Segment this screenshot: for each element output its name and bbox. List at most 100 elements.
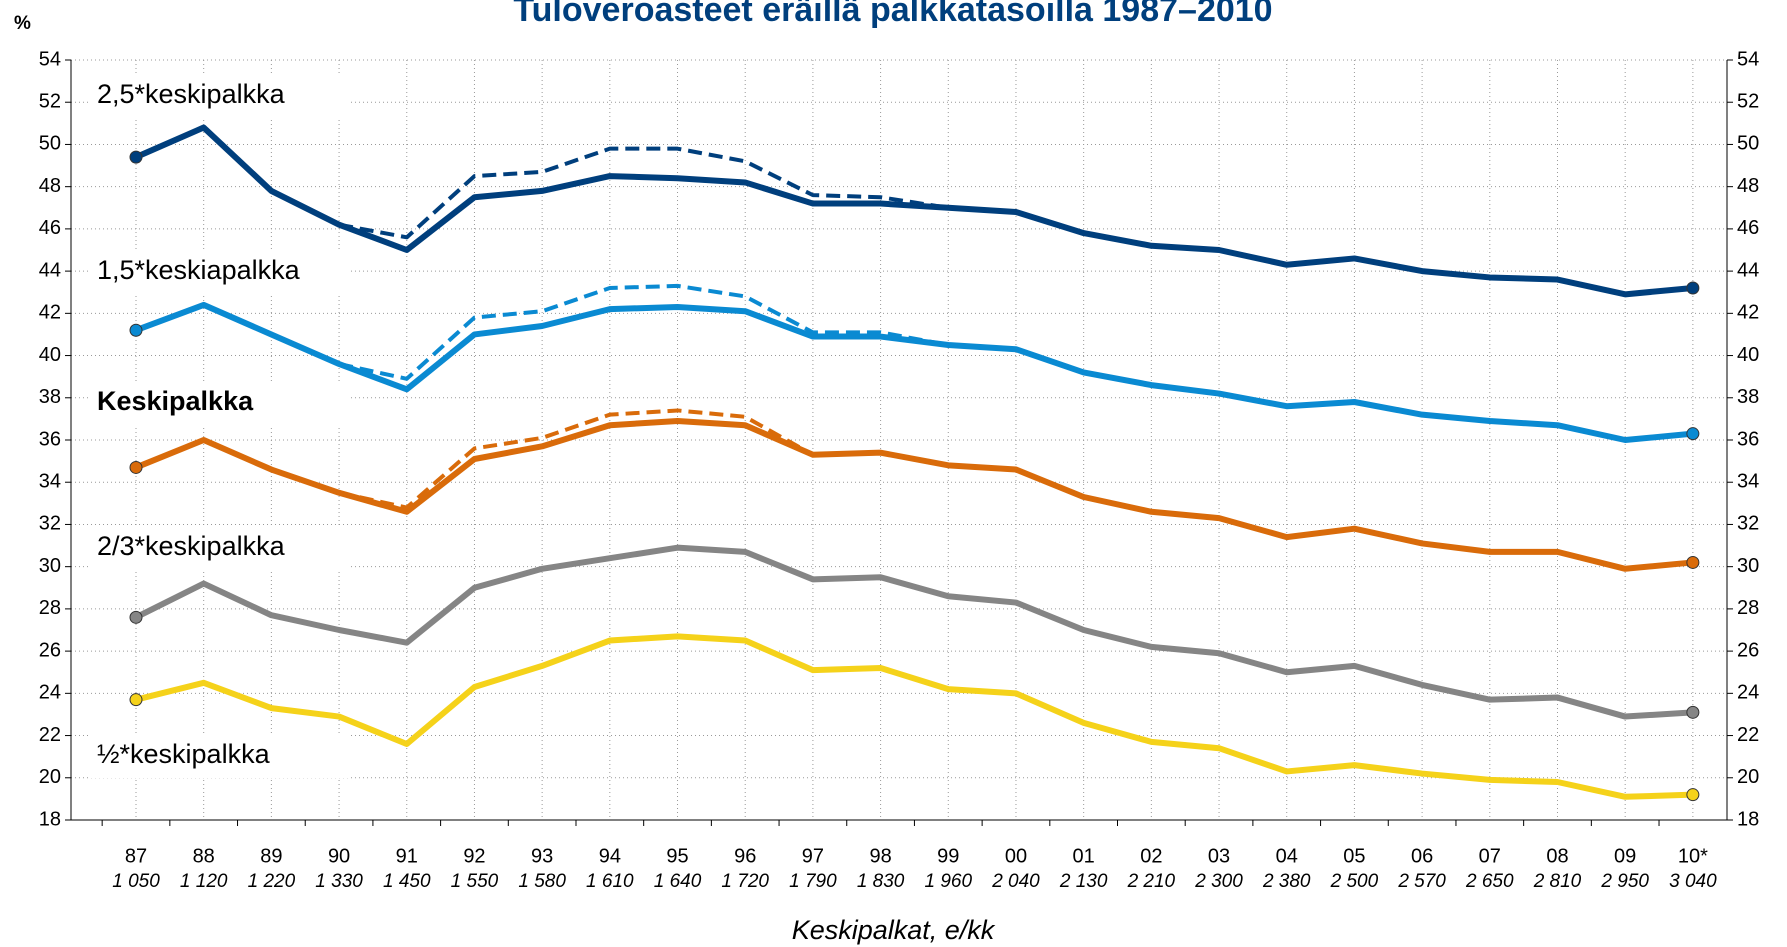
y-tick-label: 32 [39,513,61,535]
salary-label: 2 040 [991,871,1040,892]
x-tick-label: 89 [260,845,282,867]
salary-label: 2 500 [1330,871,1379,892]
salary-label: 1 640 [654,871,702,892]
end-marker [1686,427,1700,441]
y2-tick-label: 38 [1737,386,1759,408]
label-bg [90,381,350,425]
salary-label: 1 550 [451,871,499,892]
y-tick-label: 22 [39,724,61,746]
series-label: Keskipalkka [97,386,254,416]
y2-tick-label: 20 [1737,766,1759,788]
y2-tick-label: 26 [1737,639,1759,661]
x-tick-label: 98 [869,845,891,867]
y2-tick-label: 46 [1737,217,1759,239]
y2-tick-label: 44 [1737,259,1759,281]
dashed-line [338,408,814,510]
series-line [134,544,1694,720]
x-tick-label: 10* [1678,845,1708,867]
salary-label: 2 950 [1600,871,1649,892]
y2-tick-label: 28 [1737,597,1759,619]
y2-tick-label: 52 [1737,91,1759,113]
series-label: 2,5*keskipalkka [97,79,286,109]
x-tick-label: 95 [666,845,688,867]
label-bg [90,734,350,778]
y-tick-label: 44 [39,259,61,281]
salary-label: 1 720 [721,871,769,892]
y2-tick-label: 30 [1737,555,1759,577]
x-tick-label: 05 [1343,845,1365,867]
salary-label: 2 300 [1194,871,1243,892]
label-bg [90,74,350,118]
salary-label: 2 210 [1127,871,1176,892]
salary-label: 1 960 [925,871,973,892]
y-tick-label: 34 [39,471,61,493]
label-bg [90,250,350,294]
x-tick-label: 91 [396,845,418,867]
x-tick-label: 93 [531,845,553,867]
end-marker [129,460,143,474]
series-line [135,633,1693,800]
x-tick-label: 90 [328,845,350,867]
series-line [134,418,1694,572]
salary-label: 2 380 [1262,871,1311,892]
x-tick-label: 00 [1005,845,1027,867]
y-tick-label: 20 [39,766,61,788]
y-tick-label: 30 [39,555,61,577]
end-marker [1686,281,1700,295]
salary-label: 1 050 [112,871,160,892]
label-bg [90,526,350,570]
series-label: 2/3*keskipalkka [97,531,286,561]
series-line [134,124,1694,298]
series-label: 1,5*keskiapalkka [97,255,301,285]
salary-label: 3 040 [1669,871,1717,892]
y-tick-label: 54 [39,48,61,70]
end-marker [129,150,143,164]
salary-label: 1 830 [857,871,905,892]
x-tick-label: 88 [193,845,215,867]
y2-tick-label: 24 [1737,682,1759,704]
salary-label: 1 330 [315,871,363,892]
x-tick-label: 09 [1614,845,1636,867]
y2-tick-label: 18 [1737,808,1759,830]
end-marker [129,610,143,624]
end-marker [1686,788,1700,802]
end-marker [129,693,143,707]
salary-label: 1 450 [383,871,431,892]
y-tick-label: 26 [39,639,61,661]
x-tick-label: 92 [463,845,485,867]
x-tick-label: 03 [1208,845,1230,867]
y2-tick-label: 48 [1737,175,1759,197]
x-tick-label: 96 [734,845,756,867]
salary-label: 1 580 [518,871,566,892]
x-tick-label: 02 [1140,845,1162,867]
y-tick-label: 36 [39,428,61,450]
x-axis-label: Keskipalkat, e/kk [792,915,996,945]
y-tick-label: 28 [39,597,61,619]
y2-tick-label: 42 [1737,302,1759,324]
y-tick-label: 40 [39,344,61,366]
salary-label: 1 610 [586,871,634,892]
salary-label: 1 790 [789,871,837,892]
salary-label: 2 130 [1059,871,1108,892]
salary-label: 2 570 [1397,871,1446,892]
y-tick-label: 52 [39,91,61,113]
y2-tick-label: 50 [1737,133,1759,155]
x-tick-label: 01 [1073,845,1095,867]
x-tick-label: 97 [802,845,824,867]
series-label: ½*keskipalkka [97,739,271,769]
x-tick-label: 07 [1479,845,1501,867]
salary-label: 2 650 [1465,871,1514,892]
x-tick-label: 94 [599,845,621,867]
x-tick-label: 06 [1411,845,1433,867]
dashed-line [338,283,949,381]
end-marker [129,323,143,337]
y-tick-label: 48 [39,175,61,197]
end-marker [1686,555,1700,569]
y-tick-label: 24 [39,682,61,704]
y-tick-label: 42 [39,302,61,324]
y2-tick-label: 40 [1737,344,1759,366]
end-marker [1686,705,1700,719]
y-unit: % [14,13,31,34]
salary-label: 1 120 [180,871,228,892]
